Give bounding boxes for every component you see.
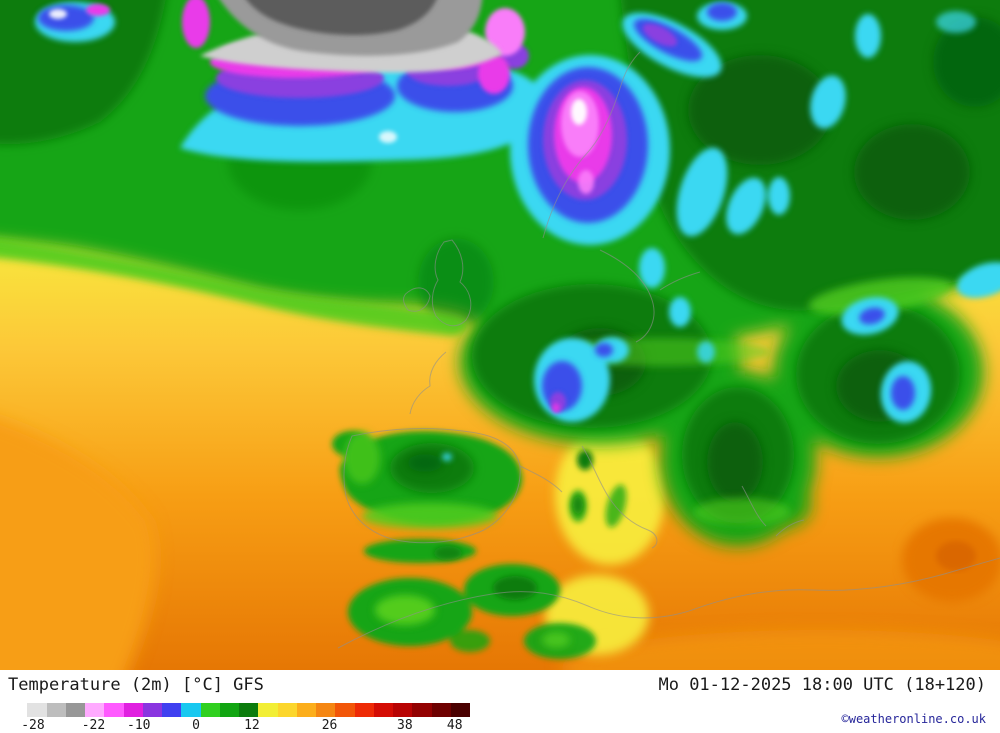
colorbar-segment (335, 703, 355, 717)
temperature-field-svg (0, 0, 1000, 670)
colorbar-segment (219, 703, 239, 717)
colorbar-segment (8, 703, 28, 717)
map-footer: Temperature (2m) [°C] GFS Mo 01-12-2025 … (0, 670, 1000, 733)
colorbar-segment (104, 703, 124, 717)
dark-green-detail-layer (434, 450, 593, 600)
colorbar-tick-label: -22 (81, 718, 106, 733)
copyright-link[interactable]: ©weatheronline.co.uk (841, 712, 987, 726)
colorbar-segment (200, 703, 220, 717)
colorbar-tick-labels: -28 -22 -10 0 12 26 38 48 (8, 717, 470, 733)
temperature-map (0, 0, 1000, 670)
colorbar (8, 703, 470, 717)
colorbar-tick-label: 38 (397, 718, 413, 733)
colorbar-segment (46, 703, 66, 717)
colorbar-segment (393, 703, 413, 717)
map-title: Temperature (2m) [°C] GFS (8, 675, 264, 695)
colorbar-segment (316, 703, 336, 717)
colorbar-segment (142, 703, 162, 717)
colorbar-segment (85, 703, 105, 717)
colorbar-segment (162, 703, 182, 717)
colorbar-segment (354, 703, 374, 717)
temperature-colorbar: -28 -22 -10 0 12 26 38 48 (8, 703, 470, 733)
colorbar-segment (277, 703, 297, 717)
colorbar-tick-label: 0 (192, 718, 200, 733)
colorbar-tick-label: 48 (446, 718, 463, 733)
colorbar-segment (296, 703, 316, 717)
colorbar-segment (450, 703, 470, 717)
colorbar-tick-label: 12 (244, 718, 260, 733)
colorbar-segment (373, 703, 393, 717)
map-datetime: Mo 01-12-2025 18:00 UTC (18+120) (658, 675, 986, 695)
white-cold-layer (49, 9, 587, 143)
colorbar-segment (65, 703, 85, 717)
colorbar-segment (27, 703, 47, 717)
colorbar-segment (431, 703, 451, 717)
footer-caption-row: Temperature (2m) [°C] GFS Mo 01-12-2025 … (0, 670, 1000, 695)
colorbar-segment (412, 703, 432, 717)
colorbar-tick-label: -10 (126, 718, 151, 733)
glacier-darkgray-layer (246, 0, 437, 36)
hot-spot-core-layer (936, 541, 976, 571)
colorbar-segment (239, 703, 259, 717)
orange-overlay-layer (0, 419, 1000, 670)
colorbar-tick-label: 26 (321, 718, 338, 733)
colorbar-segment (181, 703, 201, 717)
darkest-green-layer (407, 17, 1000, 502)
colorbar-segment (258, 703, 278, 717)
colorbar-tick-label: -28 (21, 718, 45, 733)
coastline-layer (337, 51, 1000, 649)
colorbar-segment (123, 703, 143, 717)
